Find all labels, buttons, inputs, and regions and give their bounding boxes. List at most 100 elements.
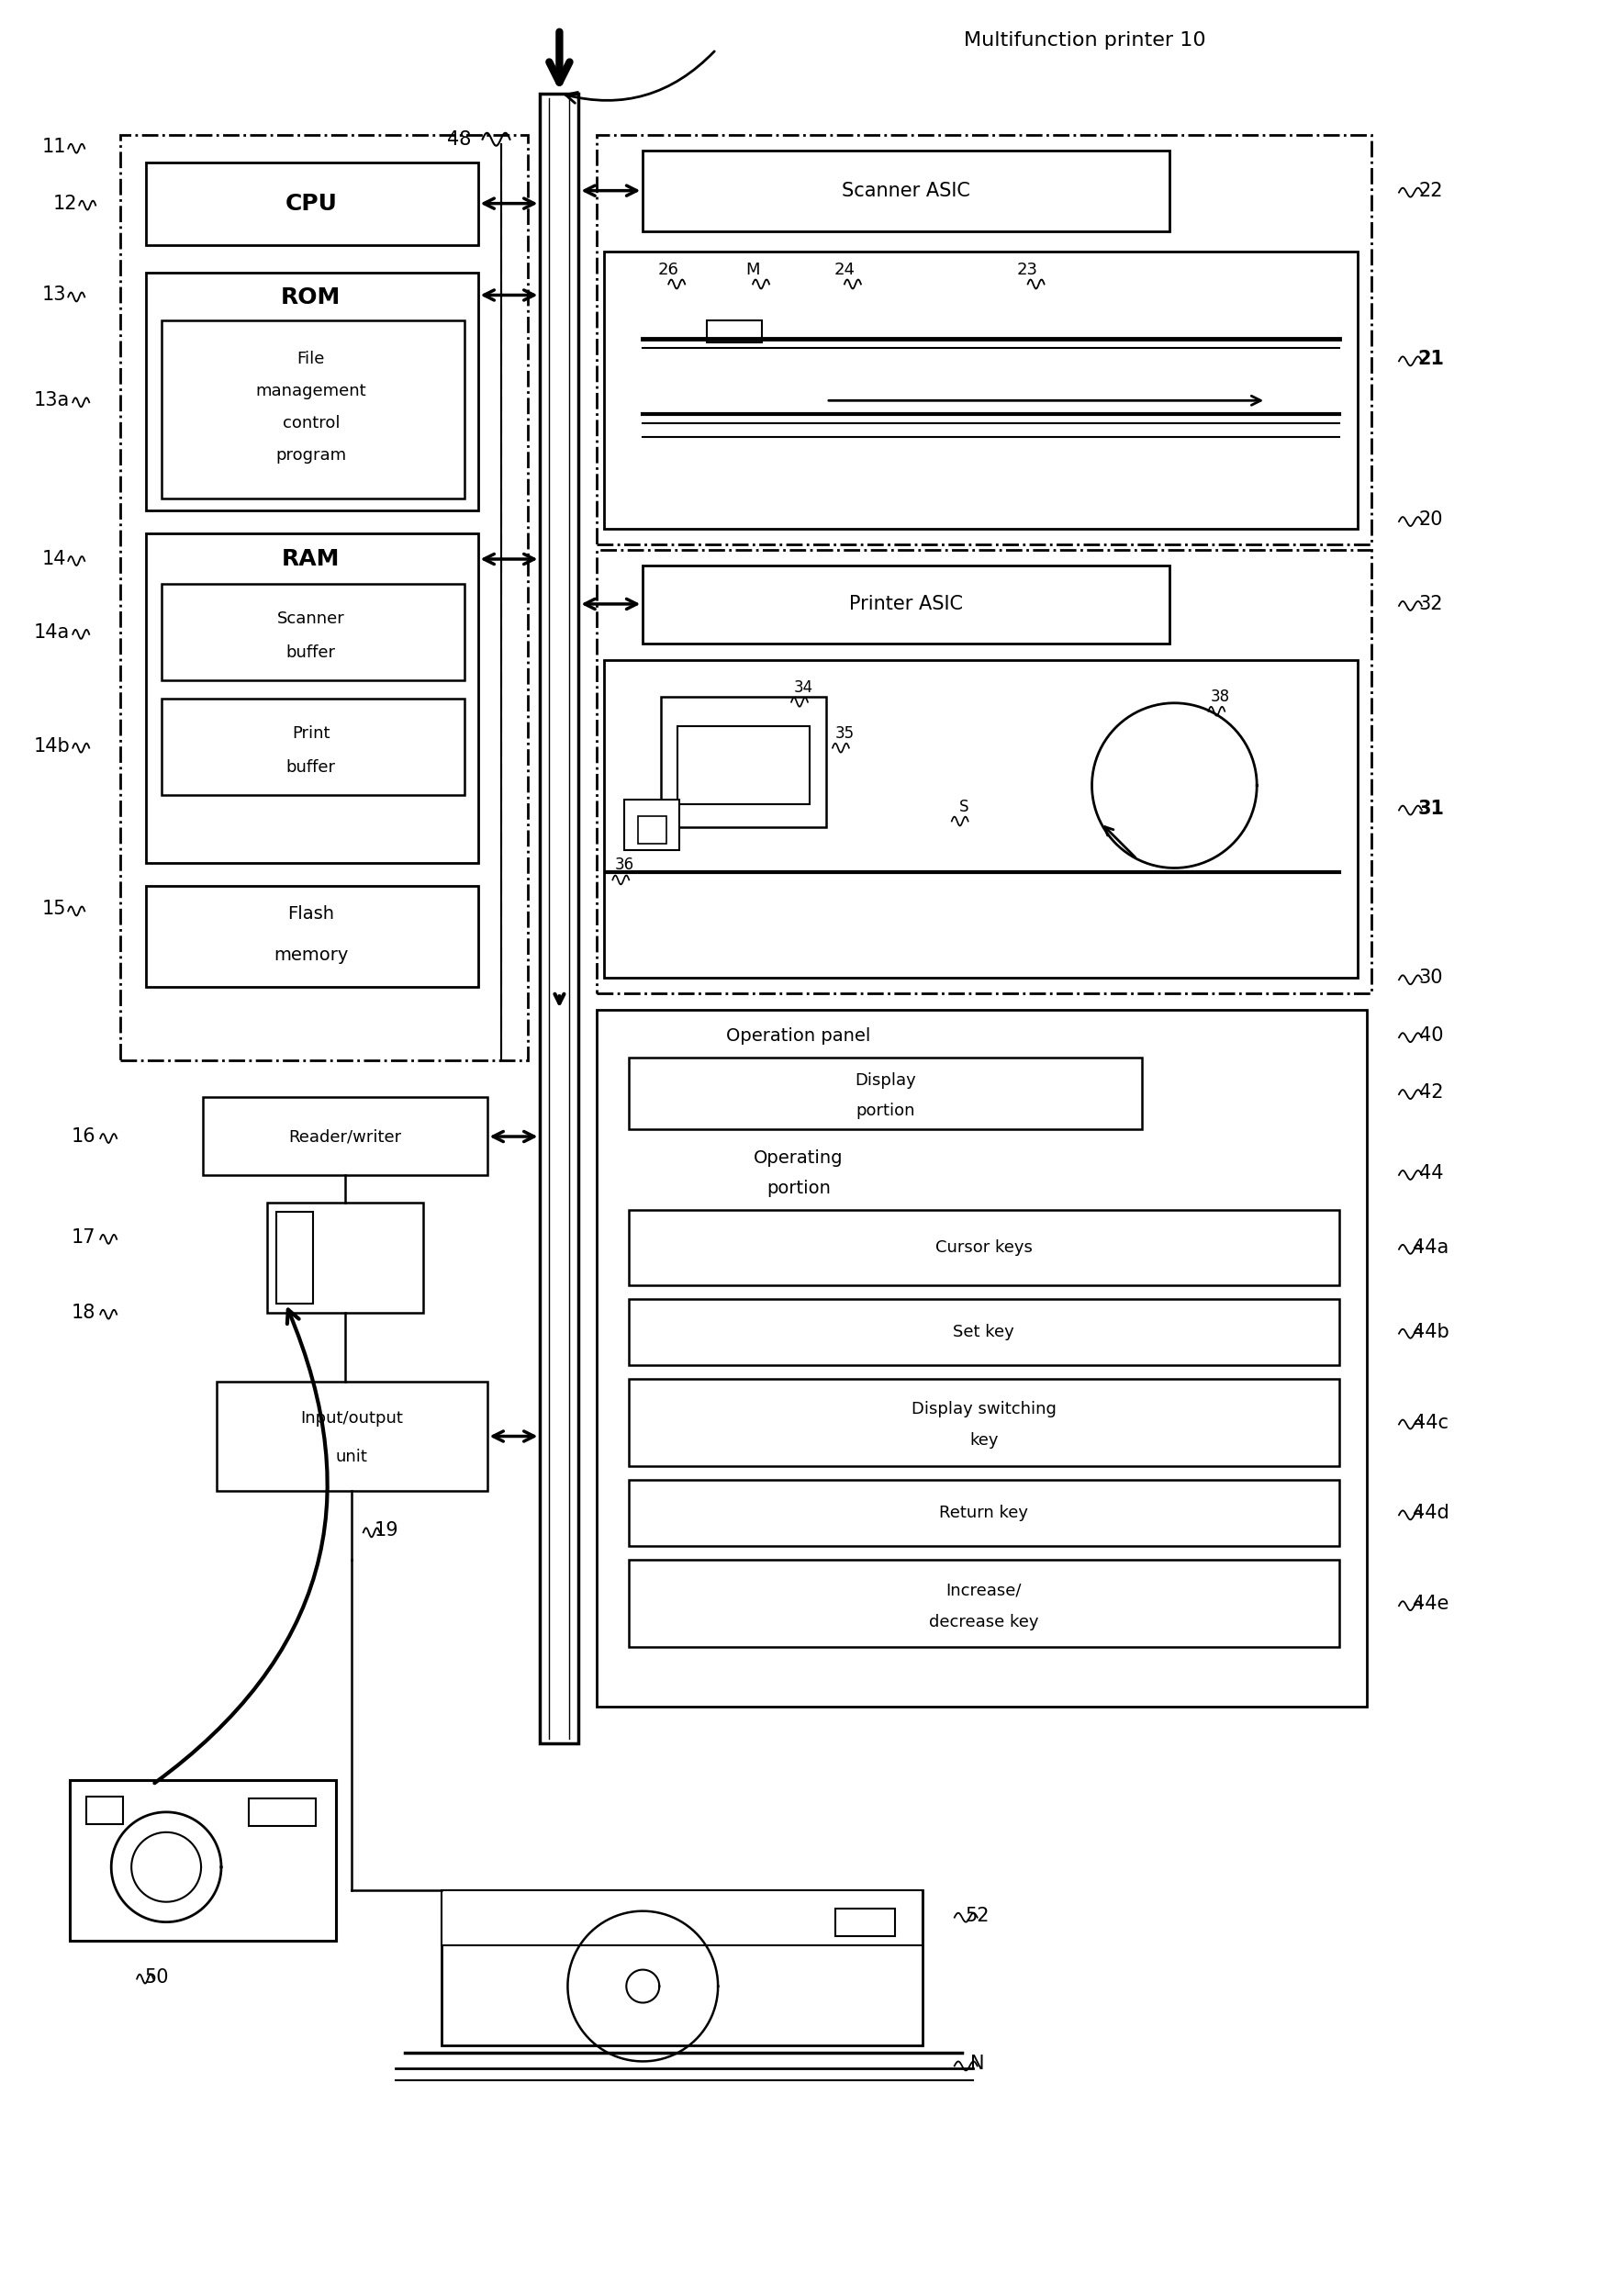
Bar — [834, 1908, 894, 1936]
Bar — [121, 135, 528, 1061]
Bar — [596, 135, 1371, 544]
Text: 17: 17 — [71, 1228, 97, 1247]
Bar — [643, 565, 1170, 643]
Text: 15: 15 — [42, 900, 66, 918]
Text: portion: portion — [767, 1180, 830, 1199]
Bar — [147, 163, 477, 246]
Text: Input/output: Input/output — [300, 1410, 403, 1426]
Bar — [267, 1203, 422, 1313]
Text: buffer: buffer — [287, 760, 335, 776]
Text: 44e: 44e — [1413, 1596, 1448, 1614]
Text: unit: unit — [335, 1449, 367, 1465]
Bar — [540, 94, 578, 1743]
Text: 36: 36 — [614, 856, 633, 872]
Text: 44c: 44c — [1413, 1414, 1448, 1433]
Bar — [161, 583, 464, 680]
Text: Set key: Set key — [952, 1322, 1013, 1341]
Bar — [628, 1559, 1339, 1646]
Bar — [677, 726, 809, 804]
Bar — [275, 1212, 313, 1304]
Text: key: key — [968, 1433, 997, 1449]
Text: Operating: Operating — [754, 1150, 843, 1166]
Text: S: S — [959, 799, 968, 815]
Bar — [147, 533, 477, 863]
Text: Operation panel: Operation panel — [727, 1026, 870, 1045]
Text: 35: 35 — [834, 726, 854, 742]
Text: Cursor keys: Cursor keys — [934, 1240, 1031, 1256]
Text: N: N — [970, 2055, 984, 2073]
Text: 14: 14 — [42, 551, 66, 569]
Text: Increase/: Increase/ — [946, 1582, 1021, 1598]
Text: 12: 12 — [53, 195, 77, 214]
Text: 26: 26 — [657, 262, 678, 278]
Text: File: File — [296, 351, 325, 367]
Bar — [596, 551, 1371, 994]
Text: 44a: 44a — [1413, 1238, 1448, 1256]
Text: Multifunction printer 10: Multifunction printer 10 — [963, 32, 1205, 51]
Bar — [441, 1890, 921, 1945]
Text: CPU: CPU — [285, 193, 337, 214]
Text: 44d: 44d — [1411, 1504, 1448, 1522]
Bar — [87, 1795, 122, 1823]
Text: ROM: ROM — [280, 287, 342, 310]
Text: control: control — [282, 416, 340, 432]
Bar — [628, 1300, 1339, 1364]
Text: 42: 42 — [1418, 1084, 1442, 1102]
Text: 19: 19 — [374, 1522, 398, 1541]
Text: 16: 16 — [71, 1127, 97, 1146]
Text: 20: 20 — [1418, 510, 1442, 528]
Text: decrease key: decrease key — [928, 1614, 1037, 1630]
Bar — [638, 815, 667, 843]
Text: 11: 11 — [42, 138, 66, 156]
Text: 14a: 14a — [34, 622, 69, 641]
Text: 13a: 13a — [34, 390, 69, 409]
Text: program: program — [275, 448, 346, 464]
Text: buffer: buffer — [287, 645, 335, 661]
Bar — [661, 696, 826, 827]
Text: 44: 44 — [1418, 1164, 1442, 1182]
Text: 14b: 14b — [34, 737, 69, 755]
Bar — [147, 886, 477, 987]
Bar — [596, 1010, 1366, 1706]
Bar — [623, 799, 680, 850]
Text: management: management — [256, 383, 366, 400]
Text: 23: 23 — [1017, 262, 1037, 278]
Text: Return key: Return key — [939, 1504, 1028, 1522]
Text: 38: 38 — [1210, 689, 1229, 705]
Text: 18: 18 — [71, 1304, 95, 1322]
Text: 44b: 44b — [1411, 1322, 1448, 1341]
Bar — [203, 1097, 487, 1176]
Bar — [628, 1481, 1339, 1545]
Bar — [628, 1058, 1142, 1130]
Text: Print: Print — [292, 726, 330, 742]
Text: 31: 31 — [1418, 799, 1443, 817]
Text: portion: portion — [855, 1102, 915, 1118]
Text: 32: 32 — [1418, 595, 1442, 613]
Text: RAM: RAM — [282, 549, 340, 569]
Text: 40: 40 — [1418, 1026, 1442, 1045]
Text: 22: 22 — [1418, 181, 1442, 200]
Bar — [604, 659, 1356, 978]
Text: Scanner ASIC: Scanner ASIC — [841, 181, 970, 200]
Text: 34: 34 — [793, 680, 812, 696]
Bar — [248, 1798, 316, 1825]
Text: 24: 24 — [833, 262, 854, 278]
Text: 50: 50 — [145, 1968, 169, 1986]
Text: Display: Display — [854, 1072, 915, 1088]
Bar — [147, 273, 477, 510]
Text: 30: 30 — [1418, 969, 1442, 987]
Bar — [628, 1210, 1339, 1286]
Bar — [69, 1779, 335, 1940]
Text: Scanner: Scanner — [277, 611, 345, 627]
Text: Reader/writer: Reader/writer — [288, 1127, 401, 1146]
Bar — [216, 1382, 487, 1492]
Bar — [161, 698, 464, 794]
Text: Flash: Flash — [287, 905, 333, 923]
Text: 52: 52 — [965, 1906, 989, 1924]
Bar — [161, 321, 464, 498]
Text: Display switching: Display switching — [910, 1401, 1055, 1417]
Bar — [441, 1890, 921, 2046]
Text: 13: 13 — [42, 287, 66, 305]
Text: M: M — [746, 262, 759, 278]
Text: memory: memory — [274, 946, 348, 964]
